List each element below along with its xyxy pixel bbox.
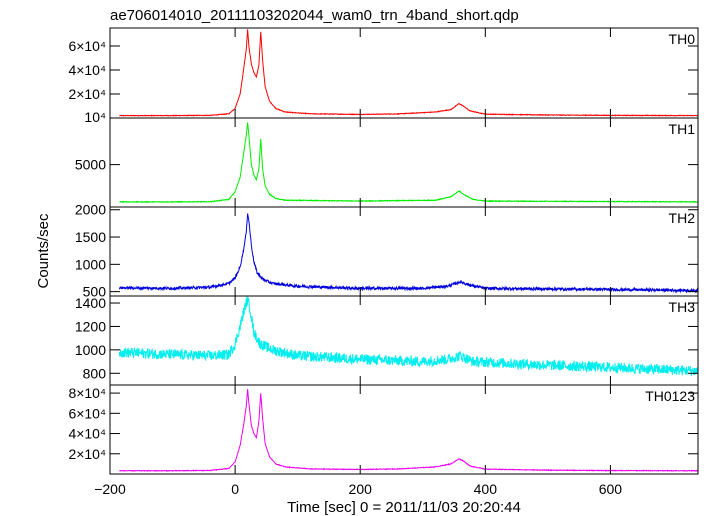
y-tick-label: 5000 <box>75 157 106 173</box>
panel-label: TH0123 <box>645 388 695 404</box>
x-tick-label: −200 <box>94 481 126 497</box>
panel-th0: 2×10⁴ 4×10⁴ 6×10⁴ 10⁴ TH0 <box>68 27 699 125</box>
panel-frame <box>109 384 699 475</box>
y-tick-label: 10⁴ <box>84 109 106 125</box>
y-tick-label: 1400 <box>75 295 106 311</box>
panel-label: TH3 <box>669 299 696 315</box>
y-tick-label: 4×10⁴ <box>68 426 106 442</box>
panel-frame <box>109 117 699 208</box>
panel-frame <box>109 27 699 119</box>
y-tick-label: 1500 <box>75 229 106 245</box>
y-tick-label: 8×10⁴ <box>68 385 106 401</box>
series-line-th3 <box>118 296 698 376</box>
y-tick-label: 6×10⁴ <box>68 405 106 421</box>
panel-th3: 800 1000 1200 1400 TH3 <box>75 295 699 386</box>
y-tick-label: 1000 <box>75 342 106 358</box>
x-axis-ticks: −200 0 200 400 600 <box>94 28 622 497</box>
x-tick-label: 600 <box>599 481 623 497</box>
y-tick-label: 500 <box>83 284 107 300</box>
y-tick-label: 4×10⁴ <box>68 62 106 78</box>
panel-label: TH2 <box>669 210 696 226</box>
panel-label: TH0 <box>669 31 696 47</box>
panel-th2: 500 1000 1500 2000 TH2 <box>75 202 699 300</box>
series-line-th1 <box>119 122 698 204</box>
x-axis-label: Time [sec] 0 = 2011/11/03 20:20:44 <box>287 499 521 516</box>
y-tick-label: 2000 <box>75 202 106 218</box>
series-line-th0 <box>119 29 698 117</box>
y-axis-label: Counts/sec <box>35 213 52 289</box>
x-tick-label: 400 <box>474 481 498 497</box>
chart-title: ae706014010_20111103202044_wam0_trn_4ban… <box>110 7 519 24</box>
y-tick-label: 800 <box>83 365 107 381</box>
y-tick-label: 1000 <box>75 256 106 272</box>
panel-frame <box>109 206 699 297</box>
panels-group: 2×10⁴ 4×10⁴ 6×10⁴ 10⁴ TH0 5000 TH1 500 1000 1500 2… <box>68 27 699 475</box>
series-line-th2 <box>118 213 698 294</box>
y-tick-label: 1200 <box>75 318 106 334</box>
panel-label: TH1 <box>669 121 696 137</box>
series-line-th0123 <box>119 389 698 473</box>
panel-th1: 5000 TH1 <box>75 117 699 208</box>
x-tick-label: 0 <box>231 481 239 497</box>
panel-th0123: 2×10⁴ 4×10⁴ 6×10⁴ 8×10⁴ TH0123 <box>68 384 699 475</box>
y-tick-label: 2×10⁴ <box>68 446 106 462</box>
x-tick-label: 200 <box>349 481 373 497</box>
y-tick-label: 6×10⁴ <box>68 38 106 54</box>
y-tick-label: 2×10⁴ <box>68 86 106 102</box>
